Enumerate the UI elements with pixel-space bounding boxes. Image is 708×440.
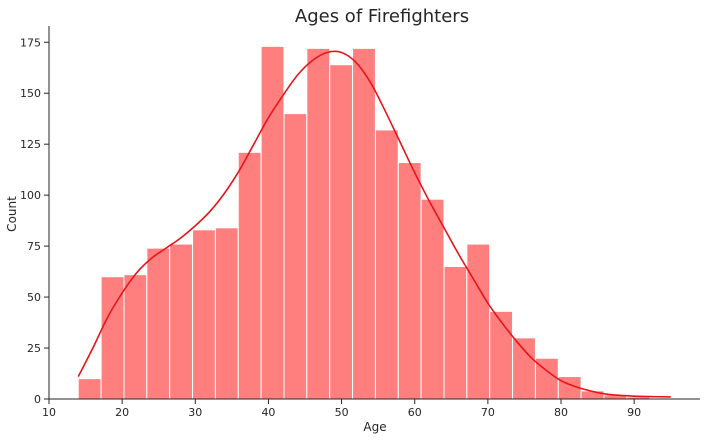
x-tick-label: 60 xyxy=(408,406,422,419)
y-tick-label: 150 xyxy=(20,87,41,100)
histogram-bar-13 xyxy=(374,129,399,400)
y-tick-label: 125 xyxy=(20,138,41,151)
x-tick-label: 30 xyxy=(188,406,202,419)
histogram-bar-4 xyxy=(169,243,194,400)
histogram-bar-6 xyxy=(214,227,239,400)
histogram-bar-3 xyxy=(146,247,171,400)
histogram-bar-11 xyxy=(329,64,354,400)
histogram-bar-17 xyxy=(466,243,491,400)
histogram-bar-10 xyxy=(306,47,331,400)
histogram-bar-7 xyxy=(237,151,262,400)
histogram-bar-12 xyxy=(352,47,376,400)
histogram-bar-0 xyxy=(77,378,102,400)
bars-group xyxy=(77,45,651,400)
histogram-bar-16 xyxy=(443,266,468,400)
y-tick-label: 75 xyxy=(27,240,41,253)
y-tick-label: 100 xyxy=(20,189,41,202)
histogram-bar-14 xyxy=(397,162,422,400)
y-ticks: 0 25 50 75 100 125 150 175 xyxy=(20,36,49,406)
histogram-bar-5 xyxy=(192,229,216,400)
histogram-bar-19 xyxy=(512,337,536,400)
y-tick-label: 50 xyxy=(27,291,41,304)
x-tick-label: 10 xyxy=(42,406,56,419)
y-axis-label: Count xyxy=(5,196,19,232)
x-tick-label: 70 xyxy=(481,406,495,419)
histogram-bar-9 xyxy=(283,113,308,400)
x-tick-label: 50 xyxy=(335,406,349,419)
histogram-bar-18 xyxy=(489,310,514,400)
x-tick-label: 20 xyxy=(115,406,129,419)
x-axis-label: Age xyxy=(363,420,386,434)
y-tick-label: 25 xyxy=(27,342,41,355)
histogram-bar-2 xyxy=(123,274,148,400)
y-tick-label: 0 xyxy=(34,393,41,406)
histogram-bar-15 xyxy=(420,198,445,400)
x-ticks: 10 20 30 40 50 60 70 80 90 xyxy=(42,399,641,419)
y-tick-label: 175 xyxy=(20,36,41,49)
x-tick-label: 80 xyxy=(554,406,568,419)
chart-title: Ages of Firefighters xyxy=(295,6,469,27)
kde-curve xyxy=(77,50,671,398)
x-tick-label: 90 xyxy=(627,406,641,419)
x-tick-label: 40 xyxy=(261,406,275,419)
